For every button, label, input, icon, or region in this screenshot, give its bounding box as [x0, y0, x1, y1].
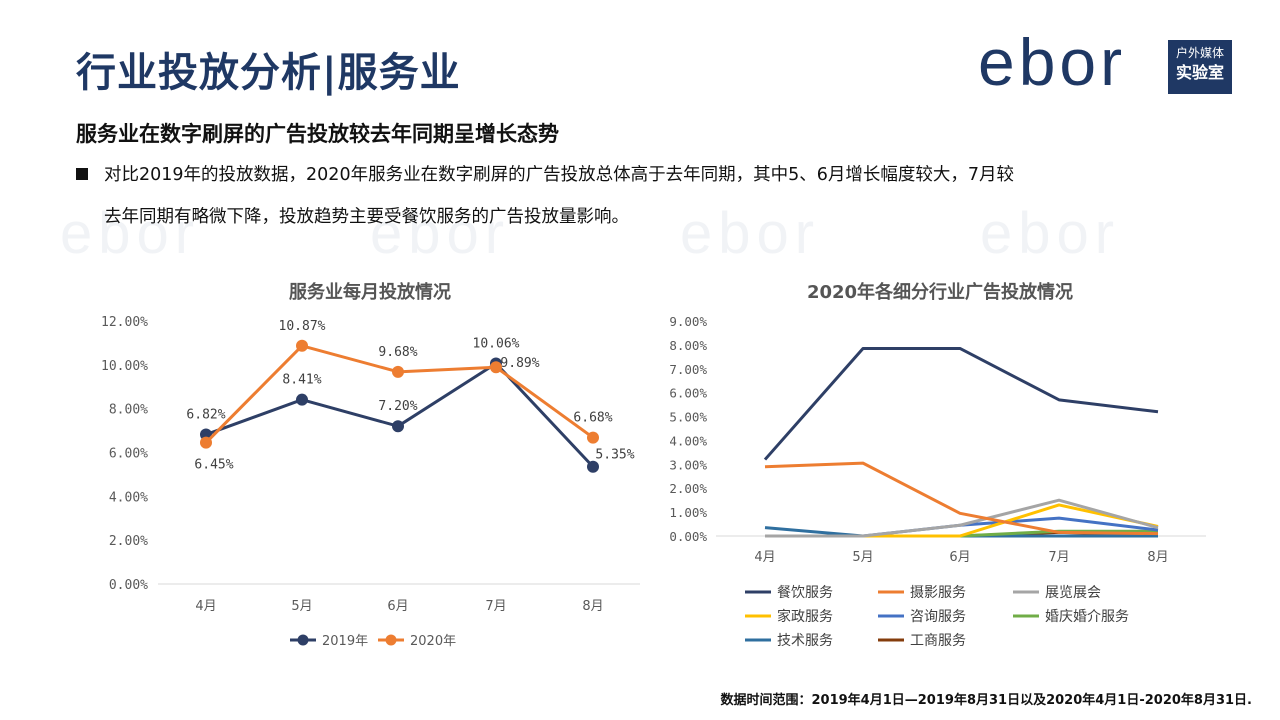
chart1-data-label: 7.20%	[378, 399, 417, 414]
chart1-data-label: 5.35%	[595, 448, 634, 463]
page-title: 行业投放分析|服务业	[76, 50, 461, 96]
bullet-text-line-2: 去年同期有略微下降，投放趋势主要受餐饮服务的广告投放量影响。	[104, 207, 629, 227]
chart2-x-tick-label: 5月	[852, 550, 873, 565]
chart1-data-label: 6.45%	[194, 458, 233, 473]
chart1-data-label: 9.68%	[378, 345, 417, 360]
chart1-x-tick-label: 7月	[485, 599, 506, 614]
chart1-data-label: 10.06%	[473, 337, 520, 352]
chart1-data-label: 6.82%	[186, 408, 225, 423]
chart2-y-tick-label: 2.00%	[669, 481, 707, 496]
chart2-legend-label: 婚庆婚介服务	[1045, 609, 1129, 625]
chart2-y-tick-label: 8.00%	[669, 338, 707, 353]
chart2-legend-label: 技术服务	[777, 633, 833, 649]
chart2-legend-label: 咨询服务	[910, 609, 966, 625]
data-range-footnote: 数据时间范围：2019年4月1日—2019年8月31日以及2020年4月1日-2…	[720, 693, 1252, 708]
chart2-x-tick-label: 4月	[754, 550, 775, 565]
chart1-legend-label: 2019年	[322, 634, 368, 649]
bullet-text: 对比2019年的投放数据，2020年服务业在数字刷屏的广告投放总体高于去年同期，…	[104, 160, 1216, 232]
chart1-data-point	[296, 393, 308, 406]
chart2-y-tick-label: 0.00%	[669, 529, 707, 544]
logo-wordmark: ebor	[978, 25, 1127, 99]
chart2-y-tick-label: 1.00%	[669, 505, 707, 520]
chart1-data-label: 6.68%	[573, 411, 612, 426]
chart1-data-point	[587, 431, 599, 444]
chart1-data-point	[296, 339, 308, 352]
chart1-legend-marker	[297, 634, 309, 646]
chart2-y-tick-label: 3.00%	[669, 457, 707, 472]
chart1-y-tick-label: 0.00%	[109, 578, 148, 593]
chart1-y-tick-label: 2.00%	[109, 534, 148, 549]
chart1-data-point	[200, 436, 212, 449]
chart1-y-tick-label: 4.00%	[109, 490, 148, 505]
chart2-y-tick-label: 7.00%	[669, 362, 707, 377]
chart2-title: 2020年各细分行业广告投放情况	[806, 282, 1074, 303]
chart2-y-tick-label: 9.00%	[669, 314, 707, 329]
chart2-x-tick-label: 7月	[1048, 550, 1069, 565]
bullet-paragraph: 对比2019年的投放数据，2020年服务业在数字刷屏的广告投放总体高于去年同期，…	[76, 160, 1216, 232]
chart1-x-tick-label: 5月	[291, 599, 312, 614]
chart2-series-line	[765, 498, 1159, 538]
chart2-legend-label: 工商服务	[910, 633, 966, 649]
chart1-y-tick-label: 6.00%	[109, 447, 148, 462]
bullet-square-icon	[76, 168, 88, 180]
chart1-data-label: 8.41%	[282, 373, 321, 388]
logo-tag-top: 户外媒体	[1175, 46, 1224, 60]
chart1-y-tick-label: 12.00%	[101, 315, 148, 330]
chart2-y-tick-label: 5.00%	[669, 410, 707, 425]
chart2-y-tick-label: 6.00%	[669, 386, 707, 401]
chart1-x-tick-label: 4月	[195, 599, 216, 614]
chart1-y-tick-label: 10.00%	[101, 359, 148, 374]
chart1-legend-marker	[385, 634, 397, 646]
logo-tag: 户外媒体 实验室	[1168, 40, 1232, 94]
chart1-legend-label: 2020年	[410, 634, 456, 649]
chart2-legend-label: 展览展会	[1045, 585, 1101, 601]
chart1-data-point	[392, 365, 404, 378]
logo-tag-bottom: 实验室	[1175, 63, 1224, 82]
chart2-x-tick-label: 8月	[1147, 550, 1168, 565]
bullet-text-line-1: 对比2019年的投放数据，2020年服务业在数字刷屏的广告投放总体高于去年同期，…	[104, 165, 1014, 185]
brand-logo: ebor 户外媒体 实验室	[978, 25, 1254, 99]
chart1-data-point	[587, 460, 599, 473]
chart1-x-tick-label: 6月	[387, 599, 408, 614]
chart2-y-tick-label: 4.00%	[669, 433, 707, 448]
chart1-title: 服务业每月投放情况	[289, 282, 451, 303]
chart1-data-point	[392, 420, 404, 433]
chart2-x-tick-label: 6月	[949, 550, 970, 565]
section-subtitle: 服务业在数字刷屏的广告投放较去年同期呈增长态势	[76, 122, 559, 146]
chart2-series-line	[764, 461, 1159, 536]
chart1-data-label: 10.87%	[279, 319, 326, 334]
chart2-series-line	[763, 346, 1159, 461]
chart1-x-tick-label: 8月	[582, 599, 603, 614]
chart1-svg: 0.00% 2.00% 4.00% 6.00% 8.00% 10.00% 12.00% 4月 5…	[101, 315, 640, 649]
chart1-data-point	[490, 361, 502, 374]
chart2-legend-label: 餐饮服务	[777, 585, 833, 601]
chart2-legend-label: 家政服务	[777, 608, 833, 625]
chart1-y-tick-label: 8.00%	[109, 403, 148, 418]
chart1-data-label: 9.89%	[500, 356, 539, 371]
chart2-legend-label: 摄影服务	[910, 585, 966, 601]
